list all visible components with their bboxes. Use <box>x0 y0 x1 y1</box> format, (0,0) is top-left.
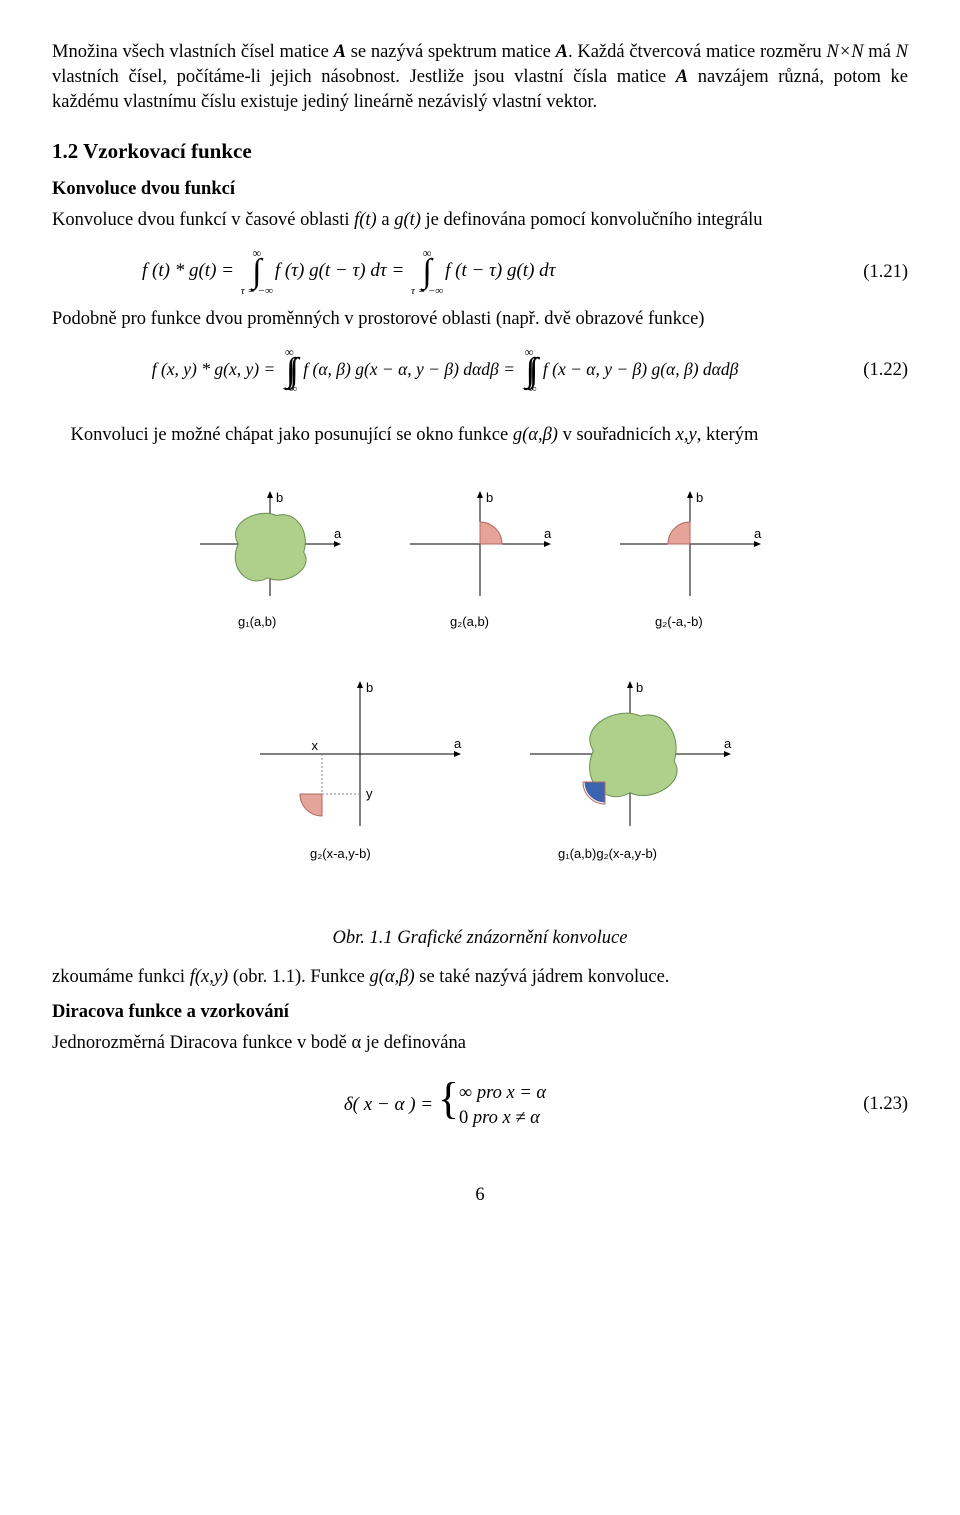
svg-text:g₁(a,b): g₁(a,b) <box>238 614 276 629</box>
int-bot-2: τ = −∞ <box>411 286 443 297</box>
svg-text:b: b <box>276 490 283 505</box>
paragraph-2: Konvoluce dvou funkcí v časové oblasti f… <box>52 208 908 233</box>
int-bot: τ = −∞ <box>241 286 273 297</box>
eq23-r1a: ∞ <box>459 1083 472 1103</box>
p5-a: zkoumáme funkci <box>52 967 190 987</box>
paragraph-6: Jednorozměrná Diracova funkce v bodě α j… <box>52 1031 908 1056</box>
p4-b: v souřadnicích <box>558 425 676 445</box>
eq23-cases: ∞ pro x = α 0 pro x ≠ α <box>459 1081 546 1131</box>
eq21-body: f (t) * g(t) = ∞∫τ = −∞f (τ) g(t − τ) dτ… <box>52 247 838 297</box>
svg-text:a: a <box>544 526 552 541</box>
integral-2: ∞∫τ = −∞ <box>411 247 443 297</box>
eq22-num: (1.22) <box>838 358 908 383</box>
p5-b: (obr. 1.1). Funkce <box>228 967 369 987</box>
equation-1-23: δ( x − α ) = { ∞ pro x = α 0 pro x ≠ α (… <box>52 1078 908 1131</box>
paragraph-3: Podobně pro funkce dvou proměnných v pro… <box>52 307 908 332</box>
paragraph-1: Množina všech vlastních čísel matice A s… <box>52 40 908 115</box>
svg-text:b: b <box>486 490 493 505</box>
eq21-int1: f (τ) g(t − τ) dτ <box>275 260 387 281</box>
brace-icon: { <box>438 1074 459 1123</box>
svg-text:g₁(a,b)g₂(x-a,y-b): g₁(a,b)g₂(x-a,y-b) <box>558 846 657 861</box>
eq21-eq: = <box>387 260 409 281</box>
p4-xy: x,y <box>676 425 697 445</box>
svg-text:a: a <box>454 736 462 751</box>
dint-bot-2: −∞ <box>521 384 536 395</box>
paragraph-4: Konvoluci je možné chápat jako posunujíc… <box>52 423 908 448</box>
svg-text:a: a <box>334 526 342 541</box>
eq22-int1: f (α, β) g(x − α, y − β) dαdβ <box>303 359 498 379</box>
dint-bot-1: −∞ <box>282 384 297 395</box>
eq21-lhs: f (t) * g(t) = <box>142 260 239 281</box>
equation-1-22: f (x, y) * g(x, y) = ∞∫∫−∞ f (α, β) g(x … <box>52 346 908 396</box>
int-sym-2: ∫ <box>411 257 443 288</box>
p1-b: se nazývá spektrum matice <box>346 42 556 62</box>
dbl-integral-2: ∞∫∫−∞ <box>521 346 536 396</box>
svg-text:g₂(x-a,y-b): g₂(x-a,y-b) <box>310 846 371 861</box>
p2-mid: a <box>377 210 394 230</box>
p5-c: se také nazývá jádrem konvoluce. <box>415 967 670 987</box>
sym-NxN: N×N <box>826 42 863 62</box>
p2-gt: g(t) <box>394 210 421 230</box>
p4-a: Konvoluci je možné chápat jako posunujíc… <box>71 425 513 445</box>
p1-c: . Každá čtvercová matice rozměru <box>568 42 826 62</box>
dbl-integral-1: ∞∫∫−∞ <box>282 346 297 396</box>
svg-text:b: b <box>696 490 703 505</box>
eq23-r2: 0 pro x ≠ α <box>459 1108 540 1128</box>
eq23-num: (1.23) <box>838 1092 908 1117</box>
eq21-int2: f (t − τ) g(t) dτ <box>445 260 555 281</box>
figure-1-1: a b g₁(a,b) a b g₂(a,b) a b g₂(-a,-b) a b x y g₂(x-a,… <box>52 474 908 914</box>
dint-sym-2: ∫∫ <box>521 356 536 387</box>
svg-text:y: y <box>366 786 373 801</box>
int-sym: ∫ <box>241 257 273 288</box>
eq22-lhs: f (x, y) * g(x, y) = <box>152 359 280 379</box>
p1-d: má <box>864 42 896 62</box>
sym-A-1: A <box>334 42 346 62</box>
p4-c: , kterým <box>697 425 759 445</box>
p1-a: Množina všech vlastních čísel matice <box>52 42 334 62</box>
sym-A-2: A <box>556 42 568 62</box>
svg-text:b: b <box>366 680 373 695</box>
sym-N: N <box>896 42 908 62</box>
eq22-int2: f (x − α, y − β) g(α, β) dαdβ <box>543 359 738 379</box>
p4-g: g(α,β) <box>513 425 558 445</box>
subheading-konvoluce: Konvoluce dvou funkcí <box>52 177 908 202</box>
figure-caption: Obr. 1.1 Grafické znázornění konvoluce <box>52 926 908 951</box>
integral-1: ∞∫τ = −∞ <box>241 247 273 297</box>
svg-text:a: a <box>724 736 732 751</box>
equation-1-21: f (t) * g(t) = ∞∫τ = −∞f (τ) g(t − τ) dτ… <box>52 247 908 297</box>
sym-A-3: A <box>676 67 688 87</box>
p5-fxy: f(x,y) <box>190 967 229 987</box>
eq23-lhs: δ( x − α ) = <box>344 1094 438 1115</box>
p2-ft: f(t) <box>354 210 377 230</box>
eq22-eq: = <box>499 359 520 379</box>
figure-svg: a b g₁(a,b) a b g₂(a,b) a b g₂(-a,-b) a b x y g₂(x-a,… <box>160 474 800 914</box>
eq23-r2b: pro x ≠ α <box>468 1108 540 1128</box>
p5-g: g(α,β) <box>370 967 415 987</box>
eq23-body: δ( x − α ) = { ∞ pro x = α 0 pro x ≠ α <box>52 1078 838 1131</box>
p2-a: Konvoluce dvou funkcí v časové oblasti <box>52 210 354 230</box>
eq23-r2a: 0 <box>459 1108 468 1128</box>
page-number: 6 <box>52 1183 908 1208</box>
section-heading: 1.2 Vzorkovací funkce <box>52 137 908 165</box>
svg-text:g₂(a,b): g₂(a,b) <box>450 614 489 629</box>
eq23-r1b: pro x = α <box>472 1083 546 1103</box>
eq21-num: (1.21) <box>838 260 908 285</box>
svg-text:g₂(-a,-b): g₂(-a,-b) <box>655 614 703 629</box>
svg-text:a: a <box>754 526 762 541</box>
dint-sym-1: ∫∫ <box>282 356 297 387</box>
p1-e: vlastních čísel, počítáme-li jejich náso… <box>52 67 676 87</box>
eq23-r1: ∞ pro x = α <box>459 1083 546 1103</box>
subheading-dirac: Diracova funkce a vzorkování <box>52 1000 908 1025</box>
svg-text:b: b <box>636 680 643 695</box>
p2-b: je definována pomocí konvolučního integr… <box>421 210 763 230</box>
eq22-body: f (x, y) * g(x, y) = ∞∫∫−∞ f (α, β) g(x … <box>52 346 838 396</box>
paragraph-5: zkoumáme funkci f(x,y) (obr. 1.1). Funkc… <box>52 965 908 990</box>
svg-text:x: x <box>312 738 319 753</box>
